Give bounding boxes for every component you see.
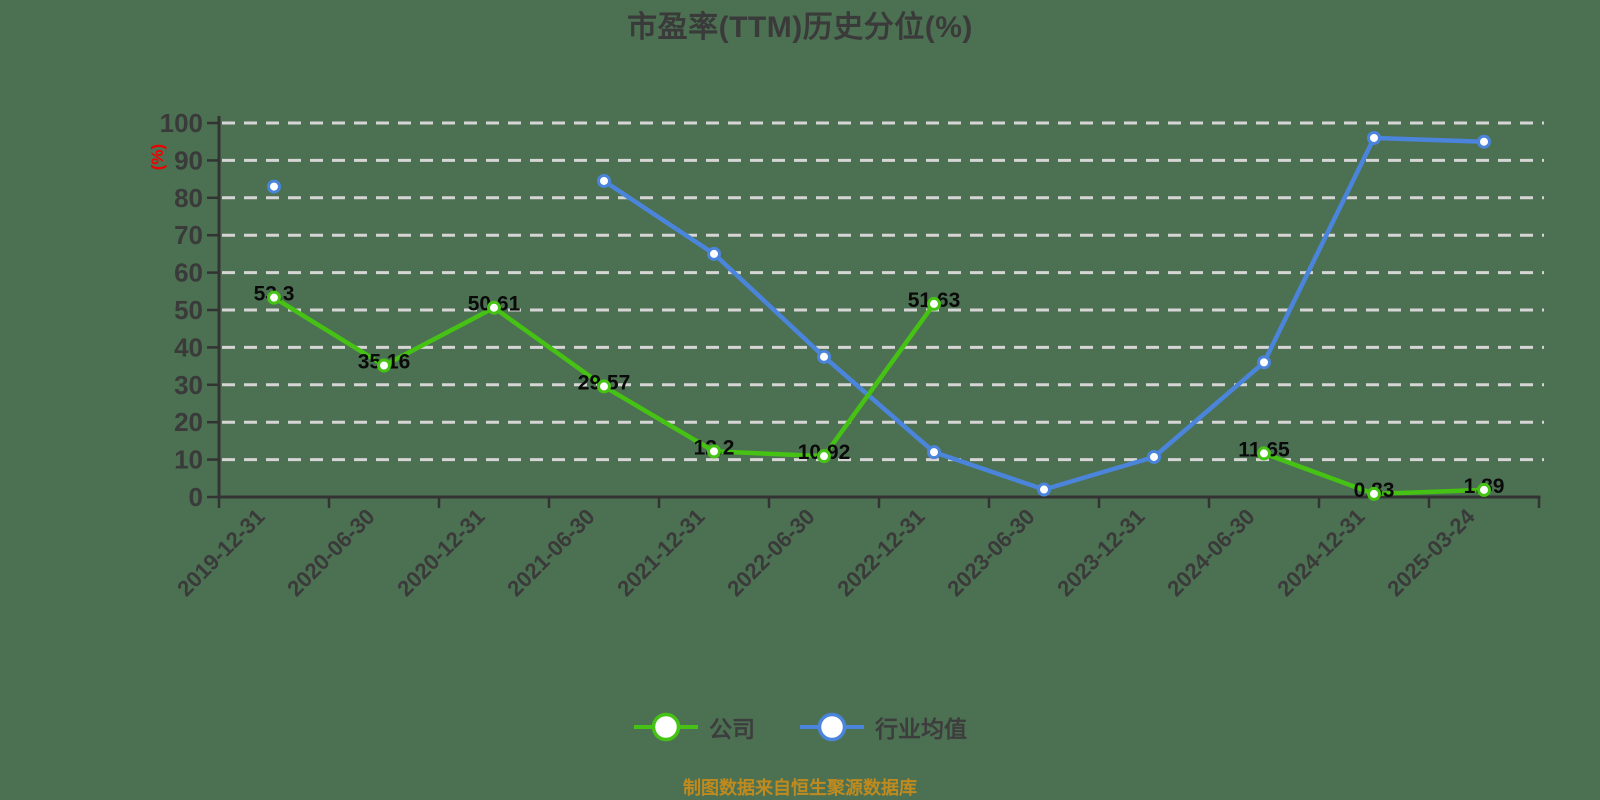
- x-axis-tick-label: 2022-06-30: [722, 504, 819, 601]
- data-source-note: 制图数据来自恒生聚源数据库: [683, 778, 917, 798]
- data-point-marker[interactable]: [1147, 449, 1161, 464]
- data-point-marker[interactable]: [927, 296, 941, 311]
- data-point-marker[interactable]: [267, 179, 281, 194]
- y-axis-tick-label: 30: [174, 370, 203, 400]
- company-series-line: [271, 295, 1487, 497]
- x-axis-tick-label: 2021-06-30: [502, 504, 599, 601]
- data-point-marker[interactable]: [1367, 130, 1381, 145]
- series-line-segment: [601, 135, 1487, 492]
- data-point-marker[interactable]: [1477, 482, 1491, 497]
- y-axis-tick-label: 10: [174, 445, 203, 475]
- data-point-marker[interactable]: [1257, 446, 1271, 461]
- y-axis-tick-label: 40: [174, 332, 203, 362]
- x-axis-tick-label: 2020-06-30: [282, 504, 379, 601]
- x-axis-tick-label: 2022-12-31: [832, 504, 929, 601]
- x-axis-tick-label: 2019-12-31: [172, 504, 269, 601]
- y-axis-tick-label: 90: [174, 145, 203, 175]
- y-axis-tick-label: 100: [160, 108, 203, 138]
- y-axis: 0 10 20 30 40 50 60 70 80 90 100: [160, 108, 219, 512]
- data-point-marker[interactable]: [1037, 482, 1051, 497]
- data-point-marker[interactable]: [487, 300, 501, 315]
- data-point-marker[interactable]: [597, 173, 611, 188]
- company-series-markers: [267, 290, 1491, 501]
- x-axis-tick-label: 2025-03-24: [1382, 503, 1480, 601]
- data-point-marker[interactable]: [707, 246, 721, 261]
- x-axis-tick-label: 2024-12-31: [1272, 504, 1369, 601]
- company-series-marker-icon: [634, 712, 698, 742]
- y-axis-tick-label: 0: [189, 482, 203, 512]
- x-axis-tick-label: 2024-06-30: [1162, 504, 1259, 601]
- industry-average-series-line: [601, 135, 1487, 492]
- data-point-marker[interactable]: [817, 449, 831, 464]
- x-axis-tick-label: 2020-12-31: [392, 504, 489, 601]
- data-point-marker[interactable]: [1477, 134, 1491, 149]
- x-axis-tick-label: 2023-12-31: [1052, 504, 1149, 601]
- y-axis-tick-label: 60: [174, 258, 203, 288]
- x-axis-tick-label: 2023-06-30: [942, 504, 1039, 601]
- x-axis-tick-label: 2021-12-31: [612, 504, 709, 601]
- data-point-marker[interactable]: [1367, 486, 1381, 501]
- data-point-marker[interactable]: [597, 379, 611, 394]
- data-point-marker[interactable]: [377, 358, 391, 373]
- data-point-marker[interactable]: [1257, 355, 1271, 370]
- grid-lines: [222, 121, 1544, 462]
- industry-average-series-markers: [267, 130, 1491, 497]
- y-axis-tick-label: 20: [174, 407, 203, 437]
- y-axis-tick-label: 50: [174, 295, 203, 325]
- data-point-marker[interactable]: [267, 290, 281, 305]
- legend-label-industry-average: 行业均值: [875, 716, 967, 742]
- y-axis-tick-label: 80: [174, 183, 203, 213]
- data-point-marker[interactable]: [817, 349, 831, 364]
- y-axis-tick-label: 70: [174, 220, 203, 250]
- data-point-marker[interactable]: [707, 444, 721, 459]
- chart-legend: 公司 行业均值: [0, 710, 1600, 744]
- legend-item-company[interactable]: 公司: [633, 710, 755, 744]
- x-axis: 2019-12-31 2020-06-30 2020-12-31 2021-06-30…: [172, 497, 1541, 601]
- y-axis-unit-label: (%): [148, 144, 167, 170]
- legend-item-industry-average[interactable]: 行业均值: [799, 710, 967, 744]
- industry-series-marker-icon: [800, 712, 864, 742]
- chart-title: 市盈率(TTM)历史分位(%): [627, 11, 973, 44]
- company-series-point-labels: 53.335.1650.6129.5712.210.9251.6311.650.…: [254, 283, 1505, 502]
- data-point-marker[interactable]: [927, 445, 941, 460]
- legend-label-company: 公司: [709, 716, 755, 742]
